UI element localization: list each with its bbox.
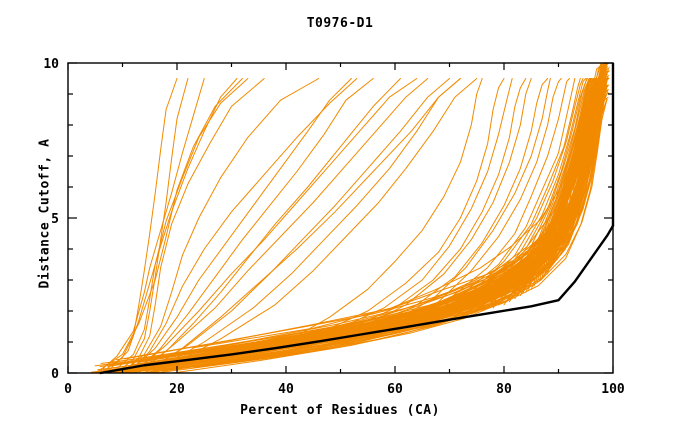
- prediction-curve: [128, 76, 609, 372]
- prediction-curve: [199, 89, 609, 366]
- prediction-curve: [97, 78, 205, 374]
- prediction-curve: [192, 62, 604, 349]
- prediction-curve: [172, 101, 607, 374]
- prediction-curve: [209, 75, 605, 357]
- x-tick-label: 40: [278, 382, 294, 397]
- prediction-curve: [105, 68, 607, 370]
- prediction-curve: [367, 78, 549, 331]
- prediction-curve: [312, 78, 505, 337]
- prediction-curve: [122, 78, 265, 374]
- prediction-curve: [383, 78, 551, 327]
- best-model-curve: [99, 224, 615, 375]
- prediction-curve: [132, 78, 418, 374]
- prediction-curve: [94, 78, 243, 374]
- y-axis-ticks: 0 5 10: [43, 57, 613, 382]
- prediction-curve: [356, 78, 532, 331]
- prediction-curve: [394, 78, 562, 327]
- y-tick-label: 10: [43, 57, 59, 72]
- prediction-curve: [162, 84, 610, 372]
- prediction-curve: [132, 78, 374, 374]
- prediction-curve: [127, 78, 352, 374]
- x-axis-ticks: 0 20 40 60 80 100: [64, 63, 625, 397]
- y-tick-label: 0: [51, 367, 59, 382]
- prediction-curve: [116, 78, 189, 374]
- prediction-curve: [166, 62, 606, 356]
- prediction-curve: [123, 62, 607, 360]
- prediction-curve: [143, 78, 461, 374]
- prediction-curve: [127, 78, 358, 374]
- x-tick-label: 0: [64, 382, 72, 397]
- prediction-curve: [215, 67, 610, 357]
- y-tick-label: 5: [51, 212, 59, 227]
- prediction-curve: [143, 78, 450, 374]
- x-tick-label: 100: [601, 382, 625, 397]
- chart-title: T0976-D1: [306, 16, 374, 31]
- prediction-curve: [138, 78, 429, 374]
- prediction-curve: [132, 78, 401, 374]
- x-tick-label: 80: [496, 382, 512, 397]
- y-axis-label: Distance Cutoff, A: [37, 138, 53, 289]
- prediction-curve: [154, 78, 478, 374]
- prediction-curve: [117, 98, 608, 374]
- prediction-curve: [113, 62, 608, 365]
- x-tick-label: 60: [387, 382, 403, 397]
- x-axis-label: Percent of Residues (CA): [240, 403, 440, 418]
- prediction-curve: [100, 78, 178, 374]
- prediction-curve: [176, 65, 608, 360]
- prediction-curve: [563, 78, 592, 234]
- prediction-curve: [340, 78, 527, 334]
- prediction-curve: [111, 78, 249, 374]
- prediction-curve: [122, 78, 320, 374]
- prediction-curve: [188, 62, 609, 357]
- prediction-curve: [285, 78, 483, 343]
- dense-band-group: [88, 62, 610, 374]
- prediction-curve: [149, 78, 461, 374]
- x-tick-label: 20: [169, 382, 185, 397]
- prediction-curve: [329, 78, 513, 334]
- prediction-curve: [145, 62, 609, 364]
